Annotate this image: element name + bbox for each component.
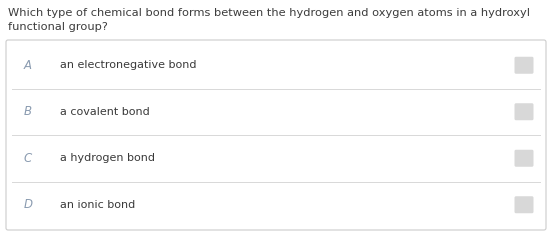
Text: B: B (24, 105, 32, 118)
Text: an ionic bond: an ionic bond (60, 200, 135, 210)
Text: a covalent bond: a covalent bond (60, 107, 150, 117)
FancyBboxPatch shape (514, 103, 533, 120)
FancyBboxPatch shape (6, 40, 546, 230)
Text: C: C (24, 152, 32, 165)
Text: functional group?: functional group? (8, 22, 108, 32)
FancyBboxPatch shape (514, 150, 533, 167)
Text: a hydrogen bond: a hydrogen bond (60, 153, 155, 163)
FancyBboxPatch shape (514, 57, 533, 74)
FancyBboxPatch shape (514, 196, 533, 213)
Text: A: A (24, 59, 32, 72)
Text: an electronegative bond: an electronegative bond (60, 60, 197, 70)
Text: Which type of chemical bond forms between the hydrogen and oxygen atoms in a hyd: Which type of chemical bond forms betwee… (8, 8, 530, 18)
Text: D: D (24, 198, 33, 211)
